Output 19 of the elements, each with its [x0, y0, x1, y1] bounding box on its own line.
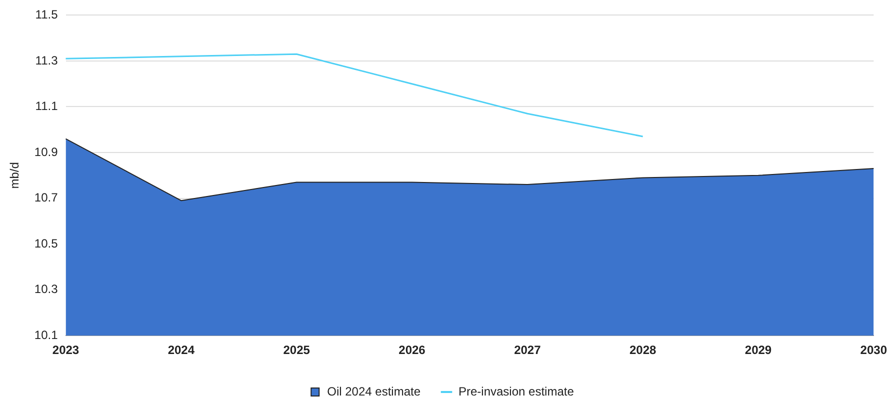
- legend-label: Oil 2024 estimate: [327, 384, 421, 398]
- x-tick-label: 2028: [629, 343, 656, 358]
- x-tick-label: 2026: [398, 343, 426, 358]
- y-tick-label: 11.5: [35, 8, 58, 22]
- x-tick-label: 2030: [860, 343, 888, 358]
- y-tick-label: 10.7: [34, 190, 58, 205]
- x-tick-label: 2024: [168, 343, 195, 358]
- y-tick-label: 10.3: [34, 282, 58, 296]
- x-tick-label: 2025: [283, 343, 310, 358]
- x-tick-label: 2029: [744, 343, 772, 358]
- legend-label: Pre-invasion estimate: [458, 384, 574, 398]
- y-tick-label: 10.5: [34, 236, 58, 250]
- y-tick-label: 11.1: [35, 99, 58, 114]
- y-axis-title: mb/d: [8, 162, 22, 189]
- y-tick-label: 11.3: [35, 53, 58, 68]
- y-tick-label: 10.1: [34, 328, 58, 342]
- y-tick-label: 10.9: [34, 144, 58, 159]
- x-tick-label: 2027: [514, 343, 542, 358]
- x-tick-label: 2023: [52, 343, 80, 358]
